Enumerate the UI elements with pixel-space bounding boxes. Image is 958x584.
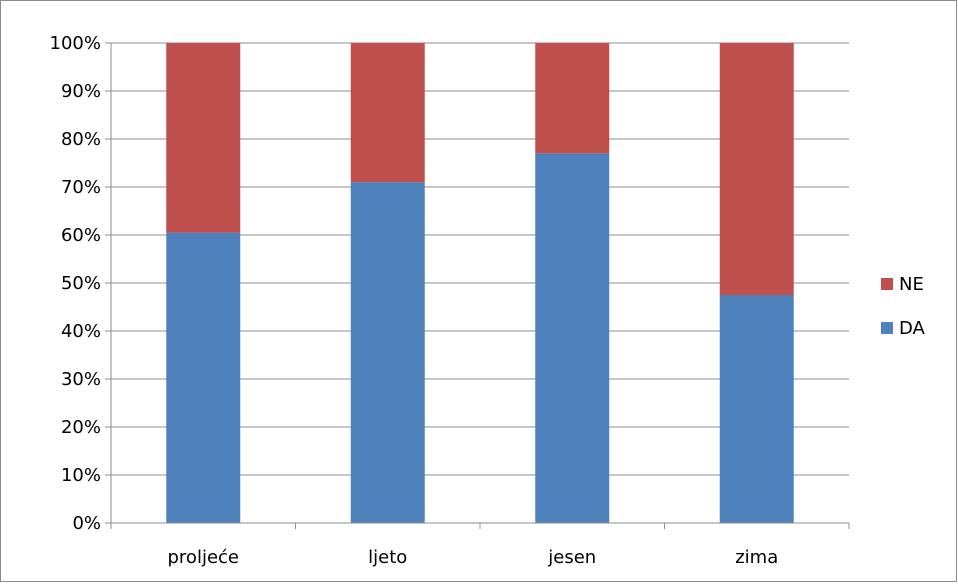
y-tick-label: 30% (61, 369, 101, 390)
y-tick-label: 40% (61, 321, 101, 342)
bar-da-0 (166, 232, 241, 523)
bar-da-1 (350, 182, 425, 523)
bar-ne-2 (535, 43, 610, 154)
axes (105, 42, 850, 529)
legend: NE DA (881, 274, 926, 339)
legend-label-ne: NE (899, 274, 924, 295)
x-tick-label: jesen (547, 547, 596, 568)
bars (166, 43, 794, 523)
y-tick-label: 20% (61, 417, 101, 438)
bar-ne-1 (350, 43, 425, 183)
bar-ne-3 (719, 43, 794, 295)
bar-da-2 (535, 153, 610, 523)
y-tick-label: 50% (61, 273, 101, 294)
bar-da-3 (719, 295, 794, 523)
legend-swatch-da (881, 322, 893, 334)
legend-label-da: DA (899, 318, 926, 339)
bar-ne-0 (166, 43, 241, 233)
y-tick-label: 90% (61, 81, 101, 102)
x-tick-label: zima (735, 547, 778, 568)
x-tick-label: proljeće (168, 547, 240, 568)
legend-swatch-ne (881, 278, 893, 290)
axis-labels: 0% 10% 20% 30% 40% 50% 60% 70% 80% 90% 100% proljeć… (50, 33, 779, 568)
y-tick-label: 80% (61, 129, 101, 150)
x-tick-label: ljeto (368, 547, 407, 568)
y-tick-label: 70% (61, 177, 101, 198)
y-tick-label: 10% (61, 465, 101, 486)
y-tick-label: 60% (61, 225, 101, 246)
y-tick-label: 100% (50, 33, 101, 54)
y-tick-label: 0% (72, 513, 101, 534)
